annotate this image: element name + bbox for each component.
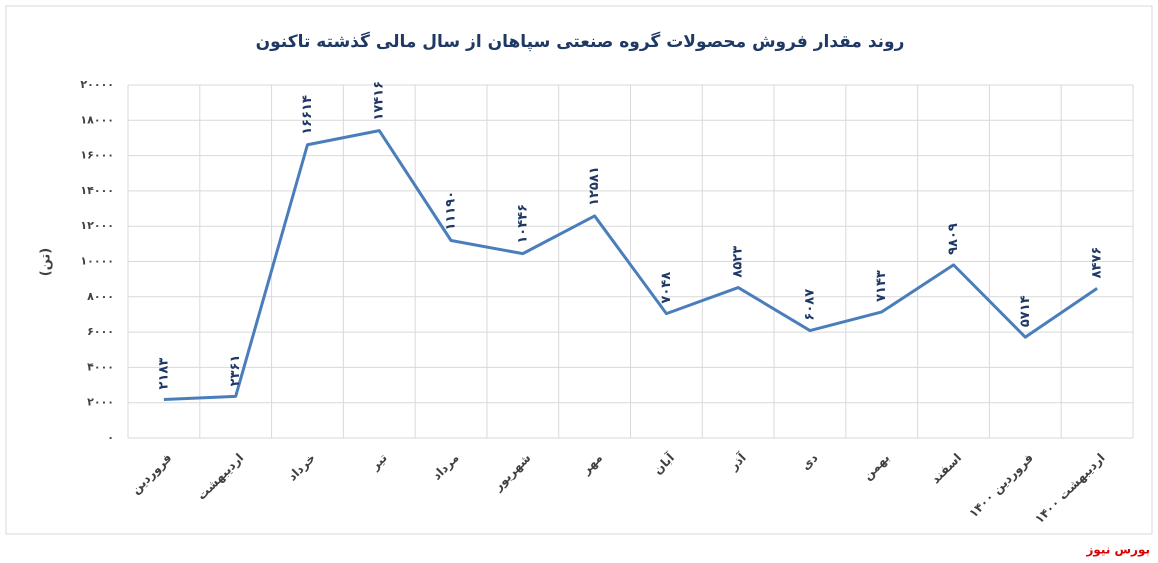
value-label: ۷۰۴۸ [659,272,674,304]
value-label: ۱۷۴۱۶ [372,81,387,121]
y-tick-label: ۱۸۰۰۰ [80,113,114,126]
value-label: ۸۵۲۳ [731,246,746,278]
y-tick-label: ۸۰۰۰ [87,290,114,303]
value-label: ۱۰۴۴۶ [515,204,530,244]
value-label: ۱۱۱۹۰ [444,191,459,231]
value-label: ۲۱۸۳ [156,358,171,390]
y-tick-label: ۱۲۰۰۰ [80,219,114,232]
chart-title: روند مقدار فروش محصولات گروه صنعتی سپاها… [256,31,905,52]
value-label: ۸۴۷۶ [1090,247,1105,279]
y-tick-label: ۱۶۰۰۰ [80,149,114,162]
y-tick-label: ۰ [107,431,114,444]
source: بورس نیوز [1085,543,1150,558]
y-tick-label: ۲۰۰۰۰ [80,78,114,91]
value-label: ۶۰۸۷ [802,289,817,321]
chart-frame [5,5,1153,535]
value-label: ۷۱۴۳ [874,270,889,302]
value-label: ۲۳۶۱ [228,355,243,387]
value-label: ۱۲۵۸۱ [587,166,602,206]
value-label: ۹۸۰۹ [946,223,961,255]
value-label: ۵۷۱۴ [1018,295,1033,327]
y-tick-label: ۱۴۰۰۰ [80,184,114,197]
line [163,129,1098,401]
y-tick-label: ۴۰۰۰ [87,360,114,373]
y-axis-label: (تن) [39,248,54,277]
y-tick-label: ۲۰۰۰ [87,396,114,409]
value-label: ۱۶۶۱۴ [300,95,315,135]
y-tick-label: ۶۰۰۰ [87,325,114,338]
y-tick-label: ۱۰۰۰۰ [80,255,114,268]
